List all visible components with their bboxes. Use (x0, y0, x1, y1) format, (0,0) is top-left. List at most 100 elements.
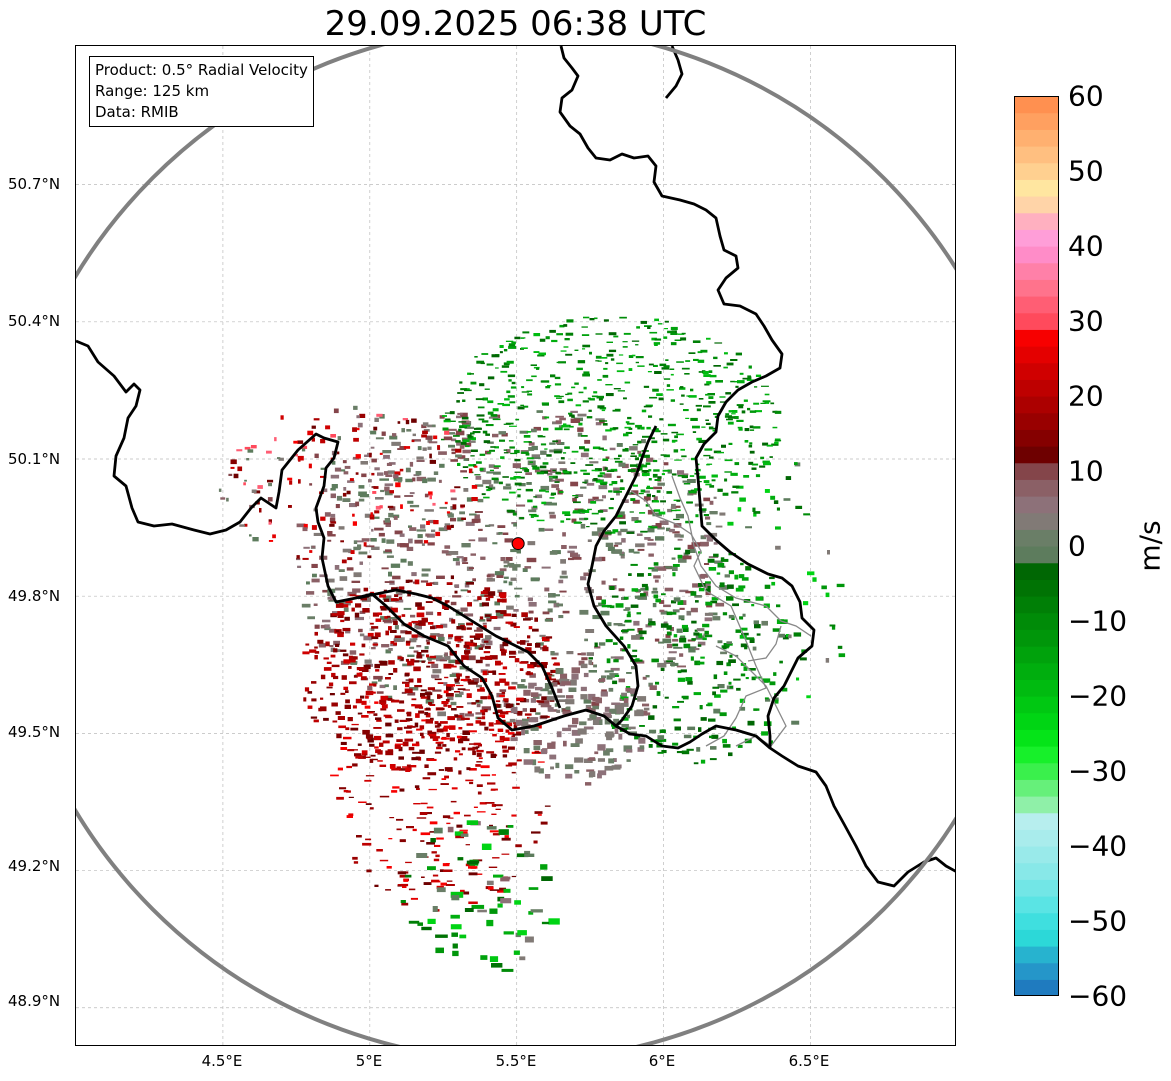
echo-gate (510, 452, 518, 455)
echo-gate (479, 453, 486, 456)
echo-gate (394, 530, 403, 535)
echo-gate (397, 727, 403, 731)
echo-gate (455, 644, 460, 648)
echo-gate (314, 646, 318, 649)
echo-gate (703, 497, 711, 502)
echo-gate (621, 692, 627, 697)
echo-gate (495, 367, 499, 369)
echo-gate (605, 456, 610, 460)
echo-gate (309, 483, 313, 486)
echo-gate (639, 636, 644, 640)
echo-gate (677, 333, 685, 335)
echo-gate (502, 754, 508, 758)
echo-gate (355, 603, 362, 608)
echo-gate (742, 377, 750, 380)
echo-gate (488, 591, 496, 596)
echo-gate (394, 594, 399, 597)
echo-gate (601, 675, 606, 679)
echo-gate (595, 418, 605, 421)
echo-gate (585, 629, 595, 633)
echo-gate (369, 807, 374, 810)
echo-gate (614, 427, 618, 430)
echo-gate (512, 786, 520, 789)
echo-gate (633, 551, 640, 554)
echo-gate (752, 426, 761, 429)
echo-gate (414, 785, 420, 789)
echo-gate (502, 641, 509, 647)
echo-gate (705, 483, 712, 486)
radar-map[interactable]: Product: 0.5° Radial Velocity Range: 125… (75, 45, 956, 1046)
echo-gate (533, 496, 537, 498)
echo-gate (544, 683, 554, 690)
echo-gate (688, 395, 697, 398)
echo-gate (352, 521, 357, 526)
echo-gate (365, 838, 372, 841)
echo-gate (562, 711, 572, 715)
echo-gate (354, 753, 362, 757)
echo-gate (706, 536, 713, 542)
echo-gate (549, 449, 555, 453)
echo-gate (528, 682, 537, 687)
echo-gate (557, 688, 563, 693)
echo-gate (614, 727, 619, 734)
echo-gate (636, 533, 643, 536)
echo-gate (502, 532, 509, 535)
echo-gate (406, 730, 413, 734)
echo-gate (580, 523, 586, 529)
echo-gate (435, 947, 444, 954)
echo-gate (503, 576, 509, 579)
echo-gate (508, 686, 516, 690)
echo-gate (331, 702, 338, 707)
echo-gate (372, 491, 377, 494)
echo-gate (683, 734, 692, 739)
echo-gate (649, 729, 657, 734)
echo-gate (693, 762, 699, 765)
echo-gate (570, 552, 579, 557)
echo-gate (452, 558, 460, 562)
echo-gate (422, 447, 427, 451)
echo-gate (619, 552, 625, 556)
echo-gate (422, 478, 428, 484)
echo-gate (515, 844, 522, 848)
echo-gate (664, 320, 669, 323)
echo-gate (559, 575, 568, 579)
echo-gate (330, 493, 336, 499)
echo-gate (745, 566, 752, 571)
echo-gate (706, 704, 710, 707)
echo-gate (585, 464, 594, 466)
echo-gate (764, 393, 770, 396)
colorbar-band (1014, 512, 1059, 530)
echo-gate (631, 354, 636, 357)
lat-label-49-8: 49.8°N (8, 587, 61, 605)
echo-gate (444, 655, 451, 661)
echo-gate (439, 869, 444, 872)
echo-gate (738, 574, 745, 579)
echo-gate (648, 363, 654, 366)
echo-gate (549, 329, 556, 333)
echo-gate (549, 699, 555, 702)
echo-gate (475, 633, 484, 638)
echo-gate (735, 485, 744, 489)
echo-gate (562, 727, 572, 732)
echo-gate (464, 650, 471, 654)
echo-gate (367, 737, 374, 743)
echo-gate (748, 461, 754, 465)
echo-gate (509, 425, 517, 427)
echo-gate (409, 504, 420, 508)
echo-gate (526, 379, 533, 382)
radar-site-marker[interactable] (511, 537, 525, 551)
echo-gate (641, 583, 648, 588)
echo-gate (468, 468, 473, 474)
echo-gate (599, 481, 608, 484)
echo-gate (472, 678, 479, 683)
echo-gate (594, 751, 599, 755)
echo-gate (358, 491, 367, 496)
echo-gate (669, 368, 675, 370)
echo-gate (371, 691, 376, 694)
echo-gate (501, 853, 510, 855)
echo-gate (343, 471, 349, 475)
echo-gate (392, 433, 397, 437)
echo-gate (379, 452, 383, 455)
echo-gate (483, 496, 490, 499)
echo-gate (348, 666, 352, 669)
